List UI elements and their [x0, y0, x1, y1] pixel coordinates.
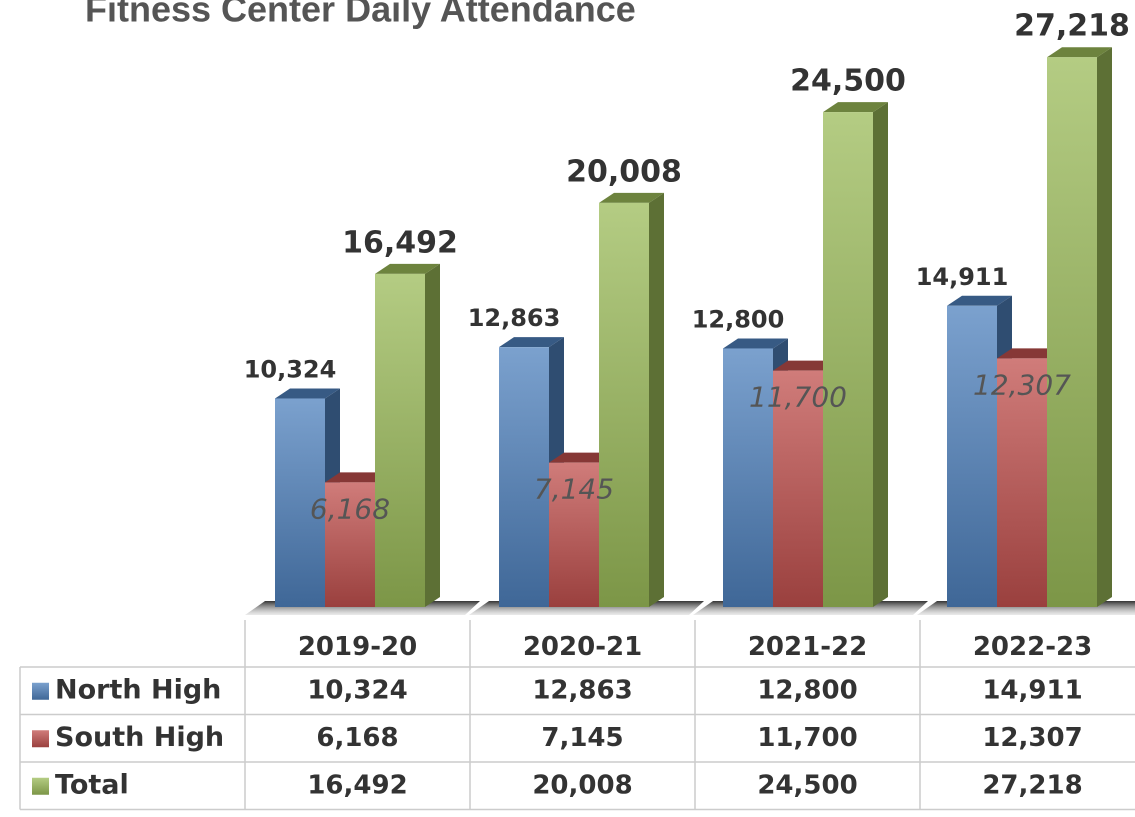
legend-key	[32, 730, 49, 748]
table-cell: 7,145	[541, 723, 623, 753]
bar	[947, 305, 997, 607]
bar-top	[599, 192, 664, 203]
data-label: 14,911	[916, 263, 1009, 291]
table-header: 2019-20	[298, 632, 417, 662]
table-cell: 20,008	[532, 770, 632, 800]
bar	[549, 462, 599, 607]
bar-top	[823, 102, 888, 113]
bar	[375, 273, 425, 607]
bar	[823, 112, 873, 607]
bar	[325, 482, 375, 607]
chart-title: Fitness Center Daily Attendance	[85, 0, 636, 30]
table-header: 2021-22	[748, 632, 867, 662]
bar	[997, 358, 1047, 607]
table-cell: 12,863	[532, 675, 632, 705]
table-cell: 24,500	[757, 770, 857, 800]
table-cell: 11,700	[757, 723, 857, 753]
data-label: 24,500	[790, 64, 906, 99]
bar	[773, 370, 823, 607]
bar-top	[723, 338, 788, 349]
table-header: 2020-21	[523, 632, 642, 662]
table-cell: 27,218	[982, 770, 1082, 800]
legend-label: North High	[55, 674, 221, 705]
bar-side	[649, 192, 664, 608]
data-label: 7,145	[534, 473, 614, 506]
bar-top	[1047, 47, 1112, 58]
data-label: 12,863	[468, 304, 561, 332]
bar-side	[1097, 47, 1112, 607]
bar-top	[947, 295, 1012, 306]
table-cell: 10,324	[307, 675, 407, 705]
legend-key	[32, 777, 49, 795]
data-label: 11,700	[749, 381, 847, 414]
bar	[599, 202, 649, 608]
data-label: 6,168	[310, 492, 390, 525]
table-cell: 14,911	[982, 675, 1082, 705]
data-label: 16,492	[342, 225, 458, 260]
legend-label: South High	[55, 722, 224, 753]
data-label: 20,008	[566, 154, 682, 189]
data-label: 12,307	[973, 368, 1071, 401]
bar-top	[275, 388, 340, 399]
table-cell: 12,307	[982, 723, 1082, 753]
bar-top	[325, 472, 390, 483]
legend-key	[32, 682, 49, 700]
bar-top	[375, 263, 440, 274]
legend-label: Total	[55, 769, 129, 800]
table-header: 2022-23	[973, 632, 1092, 662]
bar-top	[499, 337, 564, 348]
bar-top	[549, 452, 614, 463]
bar	[1047, 57, 1097, 607]
table-cell: 16,492	[307, 770, 407, 800]
bar-side	[873, 102, 888, 607]
data-label: 27,218	[1014, 9, 1130, 44]
bar	[499, 347, 549, 607]
bar-top	[773, 360, 838, 371]
bar-side	[425, 263, 440, 607]
data-label: 10,324	[244, 355, 337, 383]
table-cell: 6,168	[316, 723, 398, 753]
data-label: 12,800	[692, 305, 785, 333]
bar-top	[997, 348, 1062, 359]
bar	[723, 348, 773, 607]
bar	[275, 398, 325, 607]
table-cell: 12,800	[757, 675, 857, 705]
